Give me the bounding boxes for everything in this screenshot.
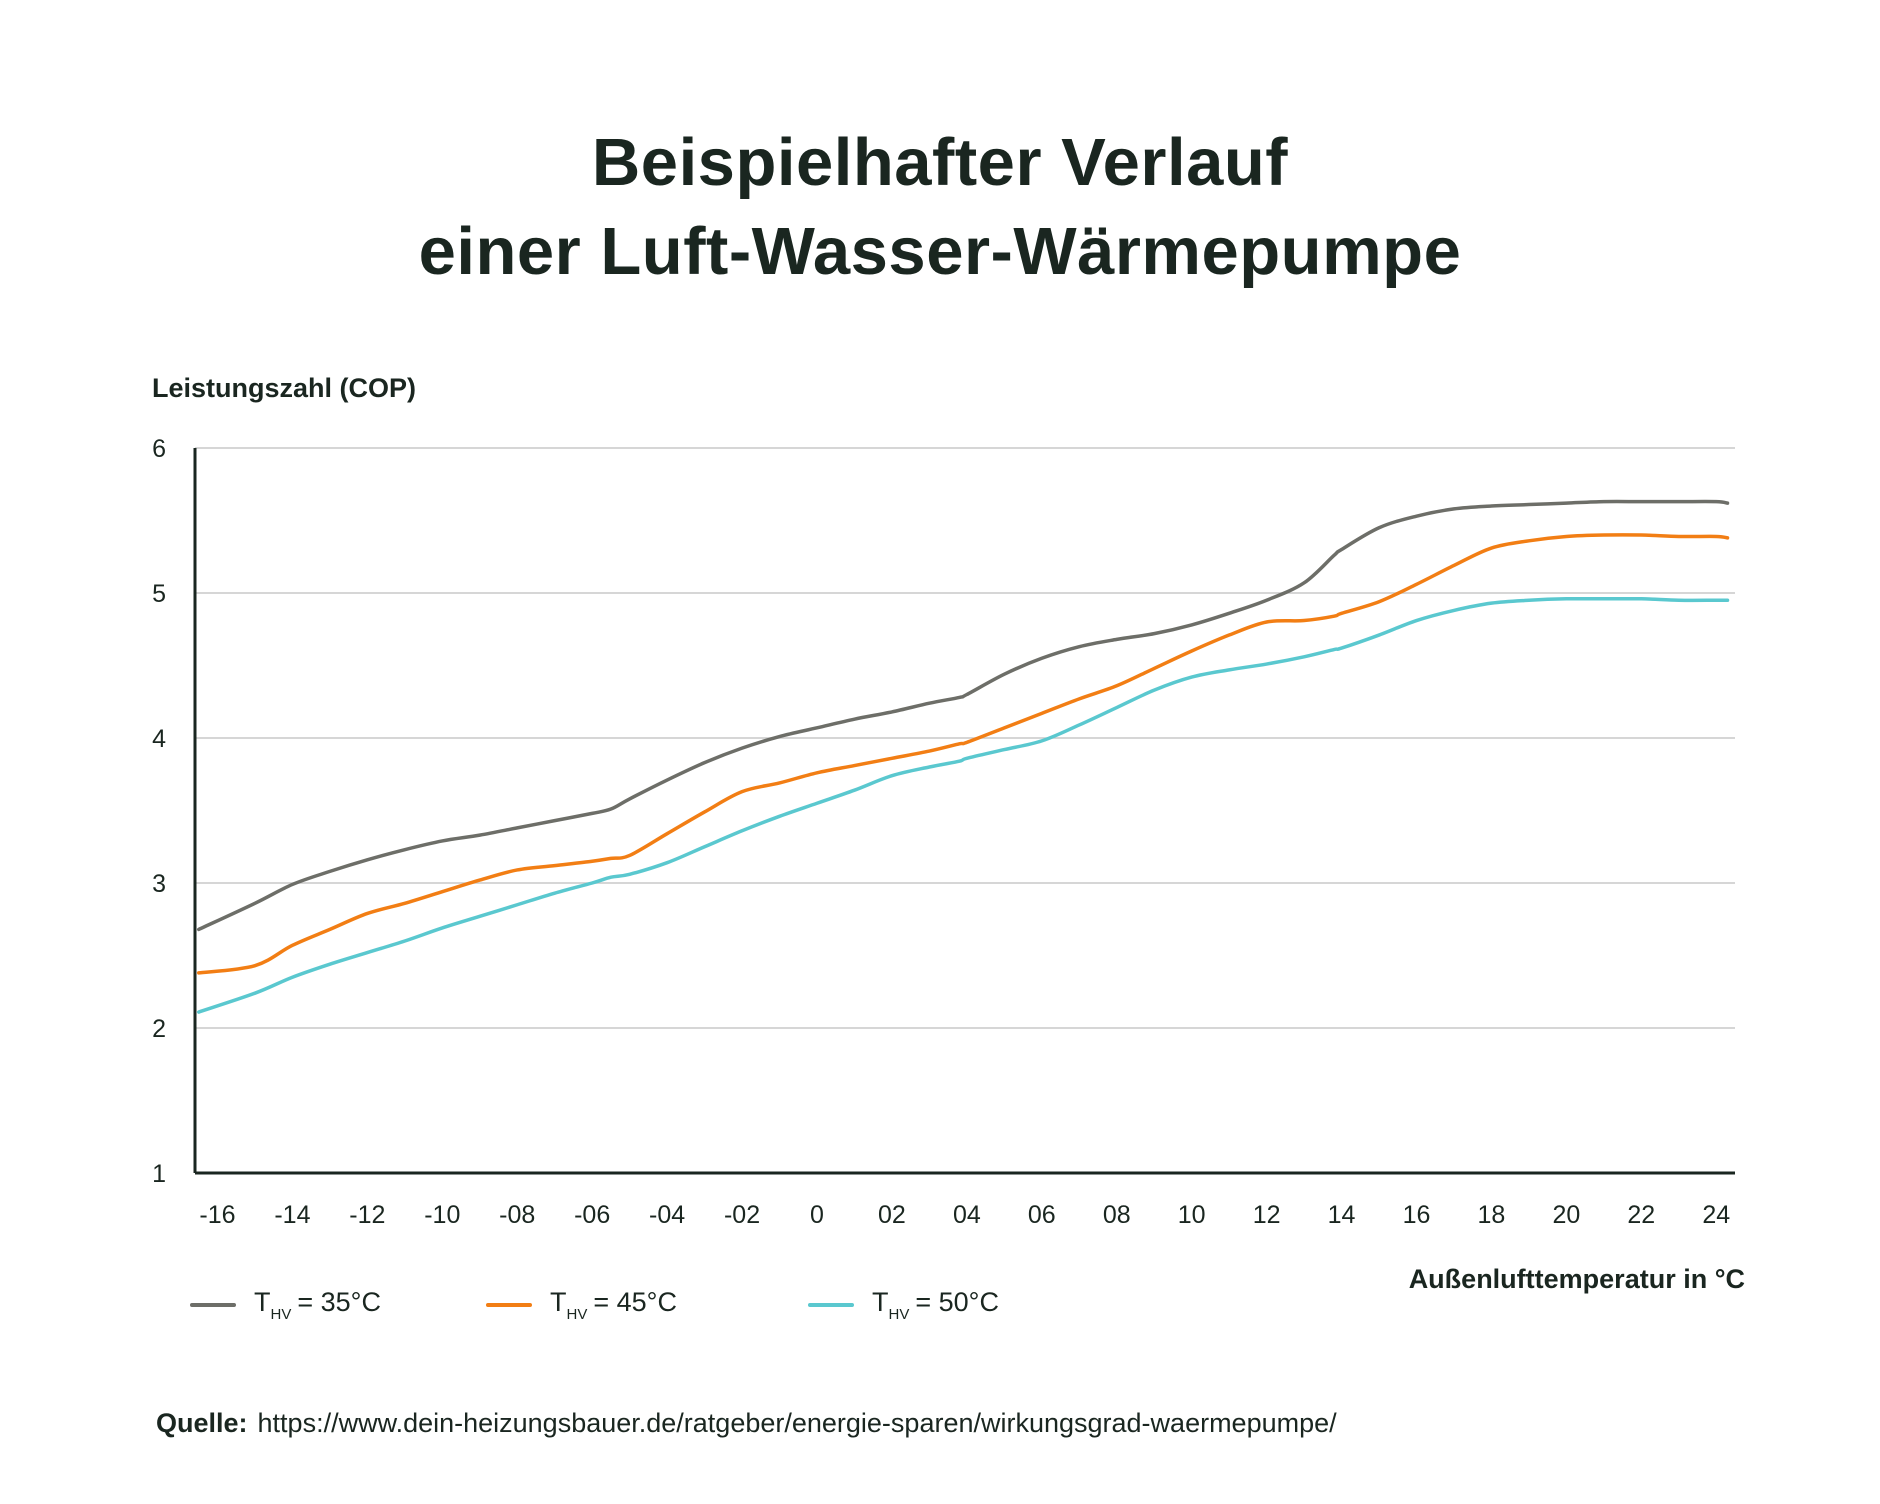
y-tick-label-3: 3: [152, 870, 166, 898]
legend-label-45: THV = 45°C: [550, 1287, 677, 1323]
x-tick-label-10: 10: [1178, 1201, 1206, 1229]
chart-title-line-2: einer Luft-Wasser-Wärmepumpe: [418, 214, 1462, 289]
series-line-45: [197, 533, 1730, 975]
x-tick-label-08: 08: [1103, 1201, 1131, 1229]
y-tick-label-1: 1: [152, 1160, 166, 1188]
x-tick-label-24: 24: [1702, 1201, 1730, 1229]
x-tick-label-18: 18: [1478, 1201, 1506, 1229]
legend-text: = 45°C: [593, 1287, 677, 1317]
source-note: Quelle: https://www.dein-heizungsbauer.de…: [156, 1408, 1337, 1439]
legend-swatch-50: [808, 1303, 854, 1307]
y-tick-label-6: 6: [152, 435, 166, 463]
legend-symbol: T: [254, 1287, 271, 1317]
legend-text: = 50°C: [915, 1287, 999, 1317]
legend-label-35: THV = 35°C: [254, 1287, 381, 1323]
legend-item-50: THV = 50°C: [808, 1280, 999, 1330]
x-tick-label--14: -14: [274, 1201, 310, 1229]
chart-title: Beispielhafter Verlauf einer Luft-Wasser…: [0, 118, 1880, 296]
x-tick-label-12: 12: [1253, 1201, 1281, 1229]
legend-item-45: THV = 45°C: [486, 1280, 677, 1330]
x-tick-label-16: 16: [1403, 1201, 1431, 1229]
x-tick-label-06: 06: [1028, 1201, 1056, 1229]
legend-symbol: T: [872, 1287, 889, 1317]
legend-swatch-45: [486, 1303, 532, 1307]
x-axis-label: Außenlufttemperatur in °C: [1409, 1264, 1745, 1294]
series-line-35: [197, 499, 1730, 932]
x-tick-label--16: -16: [199, 1201, 235, 1229]
source-label: Quelle:: [156, 1408, 248, 1438]
x-tick-label--02: -02: [724, 1201, 760, 1229]
x-tick-label-0: 0: [810, 1201, 824, 1229]
chart-title-line-1: Beispielhafter Verlauf: [591, 125, 1289, 200]
y-tick-label-5: 5: [152, 580, 166, 608]
legend-symbol: T: [550, 1287, 567, 1317]
x-tick-label--06: -06: [574, 1201, 610, 1229]
x-tick-label-04: 04: [953, 1201, 981, 1229]
legend-subscript: HV: [888, 1306, 910, 1323]
x-tick-label--10: -10: [424, 1201, 460, 1229]
x-tick-label--12: -12: [349, 1201, 385, 1229]
legend-subscript: HV: [270, 1306, 292, 1323]
x-tick-label-14: 14: [1328, 1201, 1356, 1229]
x-tick-label-02: 02: [878, 1201, 906, 1229]
x-tick-label-20: 20: [1552, 1201, 1580, 1229]
legend: THV = 35°C THV = 45°C THV = 50°C: [0, 1280, 1880, 1330]
legend-item-35: THV = 35°C: [190, 1280, 381, 1330]
series-line-50: [197, 596, 1730, 1014]
x-tick-label--04: -04: [649, 1201, 685, 1229]
legend-swatch-35: [190, 1303, 236, 1307]
y-tick-label-2: 2: [152, 1015, 166, 1043]
x-tick-label-22: 22: [1627, 1201, 1655, 1229]
y-tick-label-4: 4: [152, 725, 166, 753]
source-url: https://www.dein-heizungsbauer.de/ratgeb…: [257, 1408, 1337, 1438]
legend-text: = 35°C: [297, 1287, 381, 1317]
legend-label-50: THV = 50°C: [872, 1287, 999, 1323]
x-tick-label--08: -08: [499, 1201, 535, 1229]
y-axis-label: Leistungszahl (COP): [152, 373, 416, 403]
legend-subscript: HV: [566, 1306, 588, 1323]
